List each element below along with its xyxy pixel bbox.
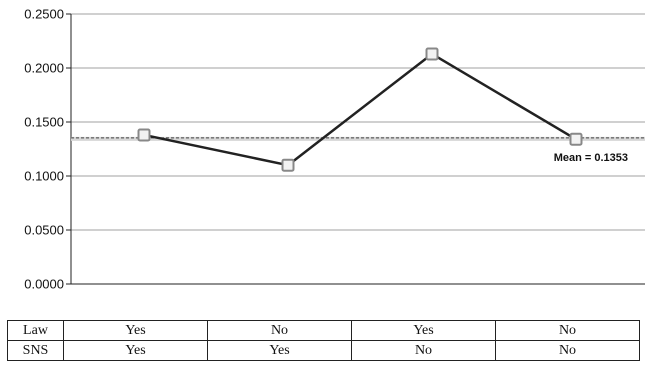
row-label: SNS bbox=[7, 340, 64, 361]
row-label: Law bbox=[7, 320, 64, 341]
line-chart: 0.0000 0.0500 0.1000 0.1500 0.2000 0.2500 Mea… bbox=[24, 7, 645, 292]
y-tick-label: 0.2500 bbox=[24, 7, 64, 22]
series-layer bbox=[137, 47, 583, 172]
y-tick-label: 0.1500 bbox=[24, 115, 64, 130]
y-tick-label: 0.2000 bbox=[24, 61, 64, 76]
table-row: Law Yes No Yes No bbox=[7, 320, 640, 341]
y-tick-label: 0.0000 bbox=[24, 277, 64, 292]
mean-layer: Mean = 0.1353 bbox=[71, 136, 645, 164]
data-point-marker bbox=[425, 47, 439, 61]
factor-table: Law Yes No Yes No SNS Yes Yes No No bbox=[7, 320, 640, 361]
axis-layer: 0.0000 0.0500 0.1000 0.1500 0.2000 0.2500 bbox=[24, 7, 72, 292]
table-cell: No bbox=[495, 340, 640, 361]
mean-band bbox=[71, 136, 645, 141]
table-cell: Yes bbox=[63, 320, 208, 341]
table-cell: No bbox=[495, 320, 640, 341]
table-cell: No bbox=[207, 320, 352, 341]
table-cell: No bbox=[351, 340, 496, 361]
mean-label: Mean = 0.1353 bbox=[554, 152, 628, 164]
series-line bbox=[143, 52, 577, 167]
data-point-marker bbox=[137, 128, 151, 142]
y-tick-label: 0.1000 bbox=[24, 169, 64, 184]
table-cell: Yes bbox=[207, 340, 352, 361]
table-cell: Yes bbox=[63, 340, 208, 361]
table-row: SNS Yes Yes No No bbox=[7, 340, 640, 361]
chart-area: 0.0000 0.0500 0.1000 0.1500 0.2000 0.2500 Mea… bbox=[24, 7, 645, 292]
data-point-marker bbox=[281, 158, 295, 172]
data-point-marker bbox=[569, 132, 583, 146]
table-cell: Yes bbox=[351, 320, 496, 341]
y-tick-label: 0.0500 bbox=[24, 223, 64, 238]
grid-layer bbox=[71, 13, 645, 285]
